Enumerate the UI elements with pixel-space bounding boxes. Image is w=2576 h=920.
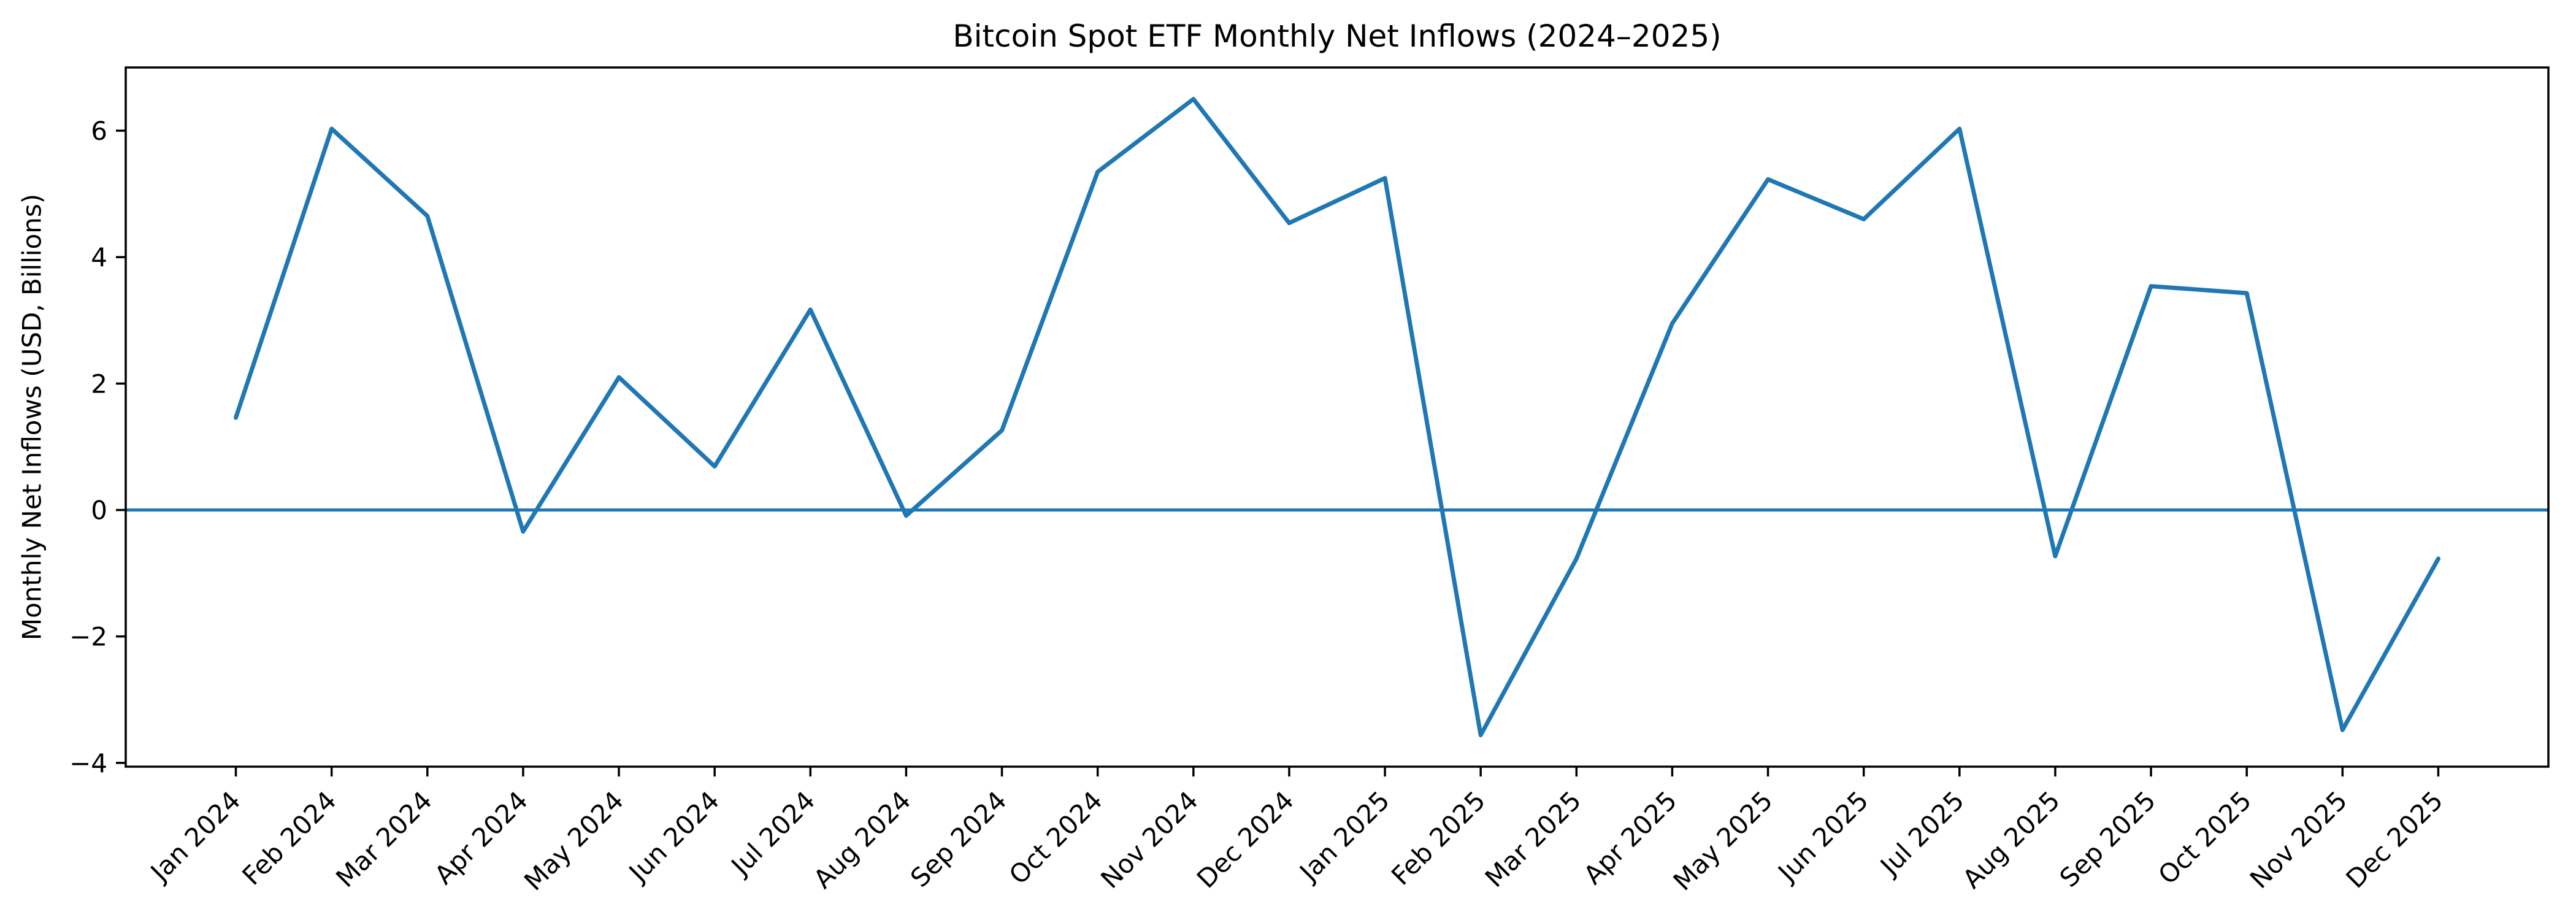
x-tick-label: May 2024	[518, 785, 629, 896]
y-tick-label: −2	[69, 622, 107, 652]
x-tick-label: Dec 2024	[1191, 785, 1300, 894]
x-tick-label: Apr 2024	[429, 785, 534, 890]
x-tick-label: Jul 2024	[724, 785, 821, 882]
x-tick-label: Jul 2025	[1873, 785, 1970, 882]
y-tick-label: −4	[69, 748, 107, 778]
x-tick-label: Nov 2024	[1095, 785, 1204, 894]
x-tick-label: Dec 2025	[2340, 785, 2448, 894]
x-tick-label: Oct 2024	[1003, 785, 1108, 890]
y-tick-label: 6	[91, 116, 107, 146]
chart-title: Bitcoin Spot ETF Monthly Net Inflows (20…	[953, 18, 1722, 54]
x-tick-label: Apr 2025	[1577, 785, 1682, 890]
plot-area-border	[125, 66, 2550, 768]
x-tick-label: Sep 2025	[2053, 785, 2161, 893]
x-tick-label: Jun 2025	[1771, 785, 1874, 888]
x-tick-label: Mar 2024	[330, 785, 438, 893]
x-tick-label: Aug 2024	[808, 785, 917, 894]
series-line	[234, 97, 2440, 737]
x-tick-label: Aug 2025	[1957, 785, 2066, 894]
x-tick-label: Feb 2025	[1386, 785, 1491, 891]
x-tick-label: Jan 2025	[1293, 785, 1396, 888]
x-tick-label: Mar 2025	[1479, 785, 1587, 893]
y-tick-label: 2	[91, 369, 107, 399]
x-tick-label: Nov 2025	[2244, 785, 2353, 894]
x-tick-label: Jun 2024	[622, 785, 725, 888]
x-tick-label: Jan 2024	[144, 785, 247, 888]
y-tick-label: 4	[91, 242, 107, 272]
x-tick-label: Sep 2024	[905, 785, 1013, 893]
x-tick-label: May 2025	[1668, 785, 1779, 896]
y-tick-label: 0	[91, 496, 107, 526]
x-tick-label: Oct 2025	[2152, 785, 2257, 890]
x-tick-label: Feb 2024	[236, 785, 342, 891]
